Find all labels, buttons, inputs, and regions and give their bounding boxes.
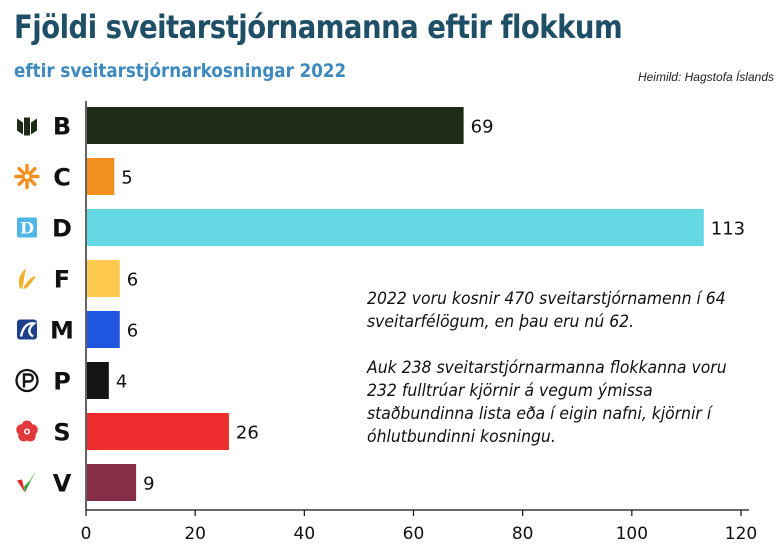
category-label: F bbox=[54, 266, 70, 294]
bar-v bbox=[87, 464, 137, 501]
value-label: 9 bbox=[143, 474, 154, 495]
x-tick-label: 120 bbox=[725, 524, 757, 544]
value-label: 6 bbox=[127, 321, 138, 342]
value-label: 4 bbox=[116, 372, 127, 393]
value-label: 6 bbox=[127, 270, 138, 291]
f-logo-icon bbox=[18, 268, 36, 289]
b-logo-icon bbox=[17, 117, 37, 136]
x-tick-label: 20 bbox=[184, 524, 206, 544]
annotation-text: 2022 voru kosnir 470 sveitarstjórnamenn … bbox=[367, 288, 735, 472]
value-label: 5 bbox=[121, 168, 132, 189]
category-label: B bbox=[53, 113, 71, 141]
annotation-paragraph-1: 2022 voru kosnir 470 sveitarstjórnamenn … bbox=[367, 289, 726, 332]
x-tick-label: 40 bbox=[294, 524, 316, 544]
x-tick-label: 80 bbox=[512, 524, 534, 544]
x-tick-label: 0 bbox=[81, 524, 92, 544]
bar-f bbox=[87, 260, 120, 297]
category-label: P bbox=[53, 368, 71, 396]
annotation-paragraph-2: Auk 238 sveitarstjórnarmanna flokkanna v… bbox=[367, 358, 727, 447]
value-label: 113 bbox=[711, 219, 745, 240]
d-logo-icon: D bbox=[17, 217, 37, 238]
c-logo-icon bbox=[14, 163, 40, 190]
category-label: D bbox=[52, 215, 72, 243]
p-logo-icon bbox=[15, 368, 39, 393]
s-logo-icon bbox=[16, 420, 38, 442]
category-label: M bbox=[50, 317, 74, 345]
bar-p bbox=[87, 362, 109, 399]
v-logo-icon bbox=[17, 470, 36, 493]
bar-c bbox=[87, 158, 115, 195]
bar-chart: 0 20 40 60 80 100 120 B 69 C 5 D D 113 F 6 M 6 P 4 S 26 V 9 bbox=[14, 101, 757, 544]
chart-title: Fjöldi sveitarstjórnamanna eftir flokkum bbox=[14, 8, 623, 46]
value-label: 26 bbox=[236, 423, 259, 444]
bar-m bbox=[87, 311, 120, 348]
m-logo-icon bbox=[17, 319, 37, 340]
x-tick-label: 100 bbox=[616, 524, 648, 544]
bar-s bbox=[87, 413, 229, 450]
bar-d bbox=[87, 209, 704, 246]
category-label: C bbox=[53, 164, 71, 192]
category-label: V bbox=[53, 470, 72, 498]
chart-subtitle: eftir sveitarstjórnarkosningar 2022 bbox=[14, 60, 347, 82]
source-note: Heimild: Hagstofa Íslands bbox=[637, 70, 774, 84]
category-label: S bbox=[53, 419, 70, 447]
bar-b bbox=[87, 107, 464, 144]
svg-text:D: D bbox=[20, 219, 34, 238]
x-tick-label: 60 bbox=[403, 524, 425, 544]
value-label: 69 bbox=[471, 117, 494, 138]
